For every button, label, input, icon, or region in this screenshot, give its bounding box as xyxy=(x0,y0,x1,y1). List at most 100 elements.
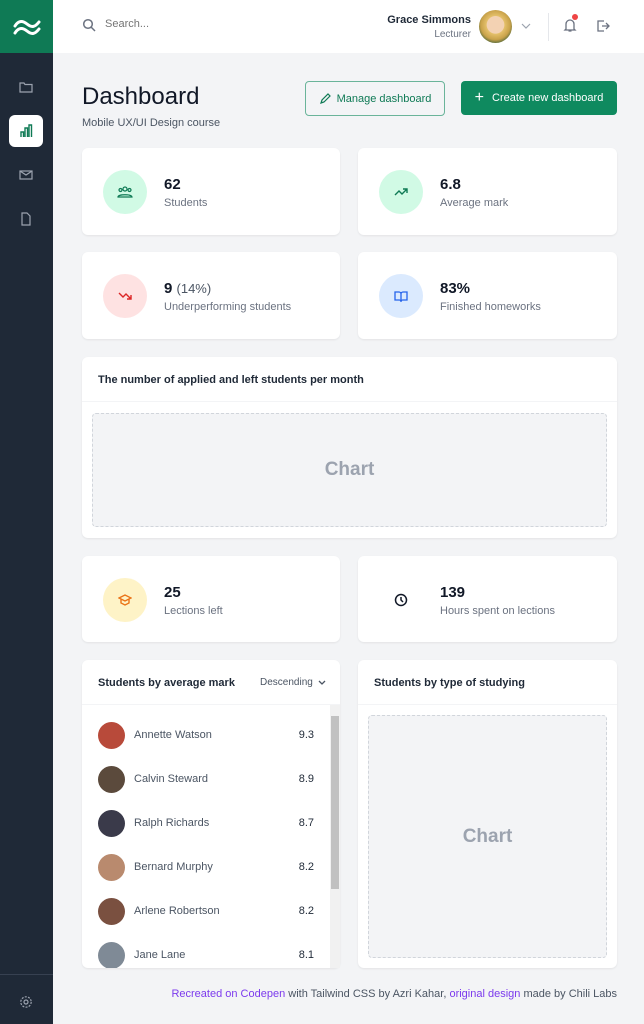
list-item[interactable]: Jane Lane 8.1 xyxy=(98,940,314,968)
sidebar-item-documents[interactable] xyxy=(9,203,43,235)
pencil-icon xyxy=(319,92,331,104)
sidebar-divider xyxy=(0,974,53,975)
list-item[interactable]: Arlene Robertson 8.2 xyxy=(98,896,314,926)
page-subtitle: Mobile UX/UI Design course xyxy=(82,117,221,129)
stat-label: Average mark xyxy=(440,197,509,209)
book-icon xyxy=(379,274,423,318)
stat-value: 25 xyxy=(164,584,181,601)
list-item[interactable]: Annette Watson 9.3 xyxy=(98,720,314,750)
users-icon xyxy=(103,170,147,214)
footer-text: made by Chili Labs xyxy=(520,988,617,1000)
trending-down-icon xyxy=(103,274,147,318)
sidebar-item-folder[interactable] xyxy=(9,71,43,103)
chart-card-applied-left: The number of applied and left students … xyxy=(82,357,617,538)
sidebar-item-dashboard[interactable] xyxy=(9,115,43,147)
sidebar xyxy=(0,0,53,1024)
students-by-mark-card: Students by average mark Descending Anne… xyxy=(82,660,340,968)
chevron-down-icon xyxy=(318,680,326,685)
search-icon xyxy=(82,18,96,32)
logo-icon xyxy=(13,19,40,35)
list-item[interactable]: Bernard Murphy 8.2 xyxy=(98,852,314,882)
settings-button[interactable] xyxy=(9,986,43,1018)
student-mark: 8.2 xyxy=(298,905,314,917)
page-title: Dashboard xyxy=(82,83,200,110)
stat-card-average-mark: 6.8 Average mark xyxy=(358,148,617,235)
stat-card-homeworks: 83% Finished homeworks xyxy=(358,252,617,339)
avatar xyxy=(98,898,125,925)
logo[interactable] xyxy=(0,0,53,53)
stat-card-underperforming: 9 (14%) Underperforming students xyxy=(82,252,340,339)
avatar xyxy=(98,722,125,749)
stat-label: Students xyxy=(164,197,208,209)
bell-icon xyxy=(563,19,577,32)
graduation-cap-icon xyxy=(103,578,147,622)
list-item[interactable]: Calvin Steward 8.9 xyxy=(98,764,314,794)
stat-label: Finished homeworks xyxy=(440,301,541,313)
sidebar-item-mail[interactable] xyxy=(9,159,43,191)
avatar xyxy=(98,766,125,793)
footer-text: with Tailwind CSS by Azri Kahar, xyxy=(285,988,450,1000)
avatar xyxy=(98,810,125,837)
student-name: Annette Watson xyxy=(134,729,212,741)
logout-icon[interactable] xyxy=(595,18,611,34)
document-icon xyxy=(21,212,31,226)
scrollbar-thumb[interactable] xyxy=(331,716,339,889)
original-design-link[interactable]: original design xyxy=(449,988,521,1000)
students-list: Annette Watson 9.3 Calvin Steward 8.9 Ralp… xyxy=(82,705,330,968)
create-label: Create new dashboard xyxy=(492,92,604,104)
chart-placeholder: Chart xyxy=(92,413,607,527)
stat-label: Underperforming students xyxy=(164,301,292,313)
student-mark: 8.1 xyxy=(298,949,314,961)
stat-percent: (14%) xyxy=(176,281,212,296)
chart-placeholder: Chart xyxy=(368,715,607,958)
codepen-link[interactable]: Recreated on Codepen xyxy=(171,988,286,1000)
students-by-type-card: Students by type of studying Chart xyxy=(358,660,617,968)
stat-value: 6.8 xyxy=(440,176,461,193)
sort-dropdown[interactable]: Descending xyxy=(260,677,326,688)
student-mark: 9.3 xyxy=(298,729,314,741)
mail-icon xyxy=(19,170,33,180)
student-mark: 8.7 xyxy=(298,817,314,829)
user-name: Grace Simmons xyxy=(387,14,471,26)
avatar xyxy=(98,854,125,881)
user-avatar[interactable] xyxy=(479,10,512,43)
manage-dashboard-button[interactable]: Manage dashboard xyxy=(305,81,445,116)
stat-value: 83% xyxy=(440,280,471,297)
clock-icon xyxy=(379,578,423,622)
student-name: Jane Lane xyxy=(134,949,186,961)
stat-label: Hours spent on lections xyxy=(440,605,555,617)
notifications-button[interactable] xyxy=(562,14,578,38)
divider xyxy=(82,704,340,705)
card-title: Students by type of studying xyxy=(374,677,525,689)
avatar xyxy=(98,942,125,968)
divider xyxy=(82,401,617,402)
stat-card-students: 62 Students xyxy=(82,148,340,235)
stat-card-hours: 139 Hours spent on lections xyxy=(358,556,617,642)
stat-number: 9 xyxy=(164,280,173,297)
student-mark: 8.9 xyxy=(298,773,314,785)
student-name: Ralph Richards xyxy=(134,817,210,829)
stat-value: 9 (14%) xyxy=(164,280,211,297)
stat-value: 139 xyxy=(440,584,466,601)
manage-label: Manage dashboard xyxy=(336,92,432,105)
chevron-down-icon[interactable] xyxy=(521,22,531,30)
card-title: Students by average mark xyxy=(98,677,235,689)
top-header: Grace Simmons Lecturer xyxy=(53,0,644,53)
stat-label: Lections left xyxy=(164,605,223,617)
stat-card-lections-left: 25 Lections left xyxy=(82,556,340,642)
trending-up-icon xyxy=(379,170,423,214)
user-role: Lecturer xyxy=(434,29,471,40)
stat-value: 62 xyxy=(164,176,181,193)
create-dashboard-button[interactable]: + Create new dashboard xyxy=(461,81,617,115)
bar-chart-icon xyxy=(20,124,33,137)
folder-icon xyxy=(19,82,33,93)
list-item[interactable]: Ralph Richards 8.7 xyxy=(98,808,314,838)
scrollbar[interactable] xyxy=(330,705,340,968)
divider xyxy=(358,704,617,705)
footer-credits: Recreated on Codepen with Tailwind CSS b… xyxy=(171,988,617,1000)
student-name: Bernard Murphy xyxy=(134,861,213,873)
gear-icon xyxy=(20,996,32,1008)
student-name: Calvin Steward xyxy=(134,773,208,785)
search-input[interactable] xyxy=(105,18,285,30)
student-mark: 8.2 xyxy=(298,861,314,873)
